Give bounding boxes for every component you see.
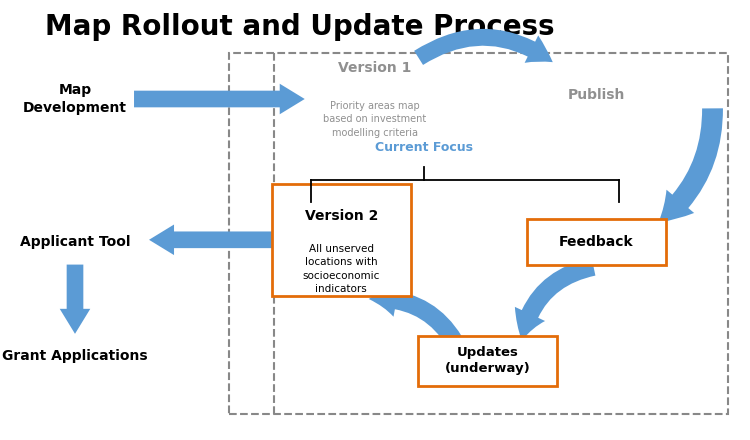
Text: Publish: Publish	[568, 88, 625, 102]
Text: All unserved
locations with
socioeconomic
indicators: All unserved locations with socioeconomi…	[302, 244, 380, 294]
FancyArrowPatch shape	[369, 284, 468, 356]
Text: Feedback: Feedback	[559, 235, 634, 249]
Text: Updates
(underway): Updates (underway)	[445, 346, 530, 375]
Text: Map Rollout and Update Process: Map Rollout and Update Process	[45, 13, 555, 41]
Text: Version 1: Version 1	[338, 61, 412, 75]
Text: Map
Development: Map Development	[23, 83, 127, 115]
Text: Grant Applications: Grant Applications	[2, 349, 148, 363]
FancyArrowPatch shape	[514, 258, 596, 341]
Text: Applicant Tool: Applicant Tool	[20, 235, 130, 249]
Text: Current Focus: Current Focus	[375, 141, 472, 154]
FancyArrowPatch shape	[60, 264, 90, 334]
FancyBboxPatch shape	[526, 219, 666, 265]
FancyArrowPatch shape	[149, 224, 303, 255]
FancyBboxPatch shape	[419, 335, 556, 386]
FancyArrowPatch shape	[134, 84, 304, 114]
FancyBboxPatch shape	[272, 183, 411, 296]
Text: Priority areas map
based on investment
modelling criteria: Priority areas map based on investment m…	[323, 101, 427, 138]
FancyArrowPatch shape	[658, 108, 723, 223]
FancyArrowPatch shape	[414, 29, 553, 65]
Text: Version 2: Version 2	[304, 209, 378, 223]
